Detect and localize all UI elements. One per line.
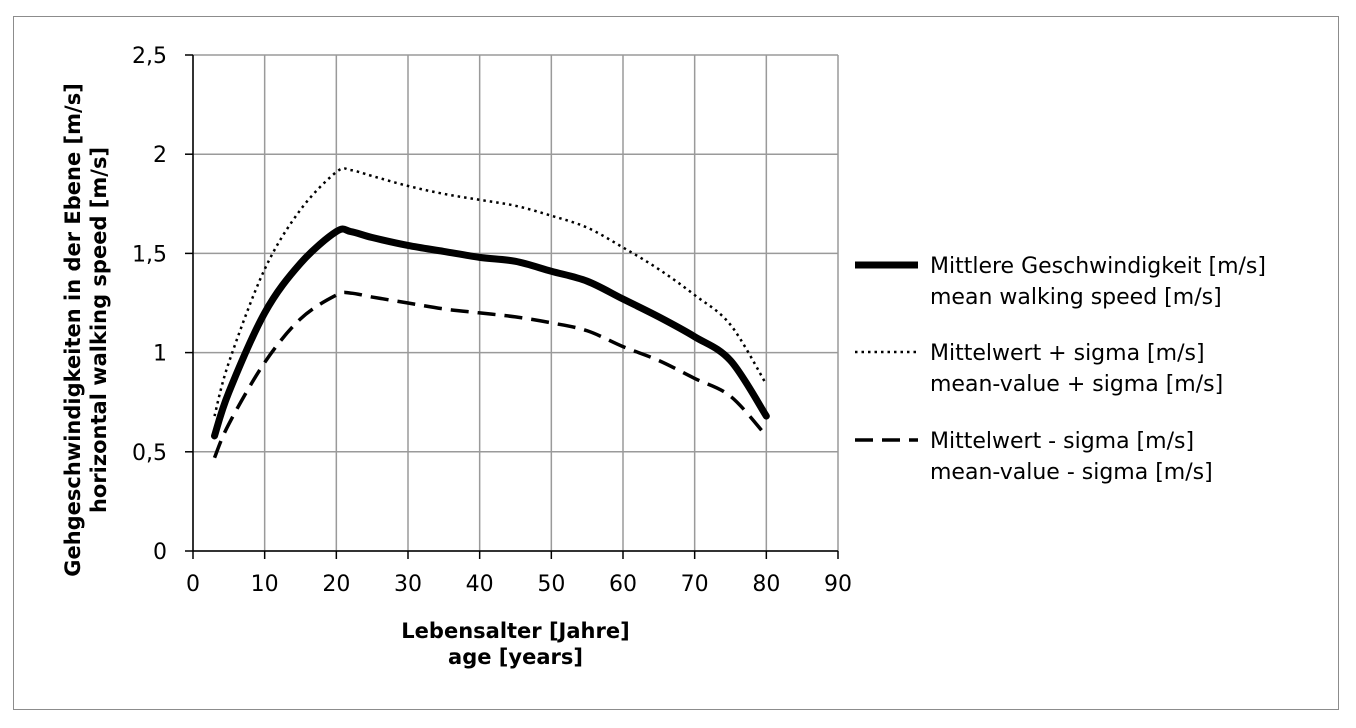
y-tick-label: 1: [153, 342, 167, 367]
x-axis-title: Lebensalter [Jahre] age [years]: [401, 619, 629, 669]
x-tick-label: 80: [752, 572, 780, 597]
mean-plus-sigma-line: [213, 167, 768, 417]
legend-mean-label: Mittlere Geschwindigkeit [m/s] mean walki…: [930, 254, 1266, 310]
x-tick-label: 90: [824, 572, 852, 597]
x-axis-title-line: age [years]: [448, 645, 583, 669]
legend-mean-plus-sigma-label: Mittelwert + sigma [m/s] mean-value + sig…: [930, 341, 1223, 397]
y-axis-title-line: Gehgeschwindigkeiten in der Ebene [m/s]: [61, 83, 85, 577]
x-tick-label: 30: [394, 572, 422, 597]
legend-mean-label-line: Mittlere Geschwindigkeit [m/s]: [930, 254, 1266, 279]
x-tick-label: 10: [251, 572, 279, 597]
mean-minus-sigma-line: [212, 290, 768, 459]
y-tick-label: 2: [153, 143, 167, 168]
legend-mean-plus-sigma-label-line: Mittelwert + sigma [m/s]: [930, 341, 1205, 366]
legend-mean-plus-sigma-label-line: mean-value + sigma [m/s]: [930, 372, 1223, 397]
mean-speed-line: [211, 225, 770, 440]
chart-frame: [13, 16, 1339, 710]
x-tick-label: 0: [186, 572, 200, 597]
x-tick-label: 50: [537, 572, 565, 597]
legend-mean-label-line: mean walking speed [m/s]: [930, 285, 1222, 310]
y-tick-label: 0: [153, 540, 167, 565]
x-tick-label: 40: [466, 572, 494, 597]
y-axis-title-line: horizontal walking speed [m/s]: [87, 147, 111, 513]
x-tick-label: 70: [681, 572, 709, 597]
y-tick-label: 2,5: [132, 44, 167, 69]
legend-mean-minus-sigma-label-line: mean-value - sigma [m/s]: [930, 460, 1213, 485]
legend-mean-minus-sigma-label-line: Mittelwert - sigma [m/s]: [930, 429, 1194, 454]
y-tick-label: 1,5: [132, 242, 167, 267]
x-tick-label: 20: [322, 572, 350, 597]
y-axis-title: Gehgeschwindigkeiten in der Ebene [m/s]h…: [61, 83, 111, 577]
x-tick-label: 60: [609, 572, 637, 597]
y-tick-label: 0,5: [132, 441, 167, 466]
legend-mean-minus-sigma-label: Mittelwert - sigma [m/s] mean-value - sig…: [930, 429, 1213, 485]
x-axis-title-line: Lebensalter [Jahre]: [401, 619, 629, 643]
